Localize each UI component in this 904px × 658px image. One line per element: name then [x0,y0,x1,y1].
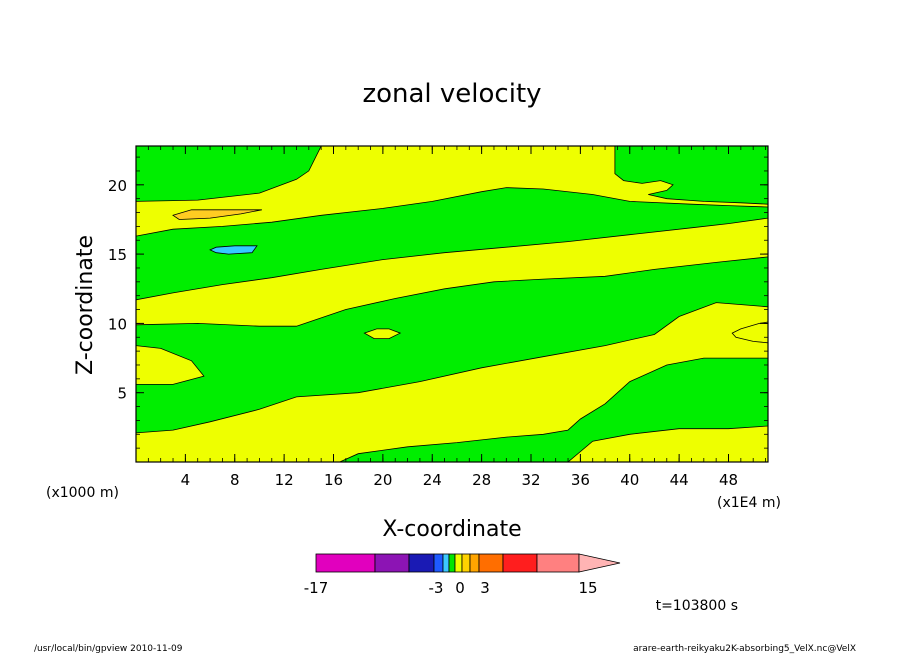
contour-region-green [614,146,768,205]
plot-frame [135,145,769,463]
x-unit-label: (x1E4 m) [717,495,781,511]
x-axis-label: X-coordinate [382,517,521,542]
y-tick-label: 15 [108,246,127,264]
x-tick-label: 4 [181,471,191,489]
x-tick-label: 40 [620,471,639,489]
chart-title: zonal velocity [362,79,541,109]
x-tick-label: 44 [670,471,689,489]
contour-region-yellow [363,328,402,340]
contour-region-orange [172,209,262,220]
contour-region-green [339,357,768,462]
y-tick-label: 5 [117,385,127,403]
contour-region-yellow [731,321,768,344]
colorbar-swatch [469,553,480,573]
x-tick-label: 16 [324,471,343,489]
colorbar-swatch [433,553,444,573]
colorbar-tick-label: -3 [429,579,444,597]
y-axis: 5 10 15 20 [108,177,768,403]
x-tick-label: 32 [521,471,540,489]
x-tick-label: 36 [571,471,590,489]
colorbar-swatch [315,553,376,573]
colorbar-swatch [461,553,471,573]
colorbar-swatch [374,553,410,573]
y-tick-label: 20 [108,177,127,195]
contour-region-cyan [209,245,258,255]
colorbar-swatch [408,553,435,573]
y-axis-label: Z-coordinate [73,235,98,375]
x-tick-label: 8 [230,471,240,489]
y-unit-label: (x1000 m) [46,485,119,501]
colorbar-swatch [502,553,538,573]
y-tick-label: 10 [108,315,127,333]
x-tick-label: 24 [423,471,442,489]
colorbar-swatch [448,553,456,573]
colorbar-swatch [536,553,580,573]
footer-right: arare-earth-reikyaku2K-absorbing5_VelX.n… [633,644,856,654]
colorbar-swatch [442,553,450,573]
colorbar-swatch [478,553,504,573]
x-tick-label: 48 [719,471,738,489]
colorbar-swatch [454,553,463,573]
colorbar: -17 -3 0 3 15 [304,553,621,597]
x-axis: 4 8 12 16 20 24 28 32 36 40 44 48 [181,146,738,489]
contour-region-green [136,187,768,301]
colorbar-tick-label: 15 [578,579,597,597]
colorbar-tick-label: -17 [304,579,329,597]
colorbar-tick-label: 3 [480,579,490,597]
footer-left: /usr/local/bin/gpview 2010-11-09 [34,644,183,654]
colorbar-arrow [578,553,621,573]
time-label: t=103800 s [656,598,738,614]
contour-region-green [136,256,768,434]
colorbar-tick-label: 0 [455,579,465,597]
x-tick-label: 28 [472,471,491,489]
x-tick-label: 20 [373,471,392,489]
x-tick-label: 12 [275,471,294,489]
contour-region-green [136,146,322,202]
plot-area [135,145,769,463]
